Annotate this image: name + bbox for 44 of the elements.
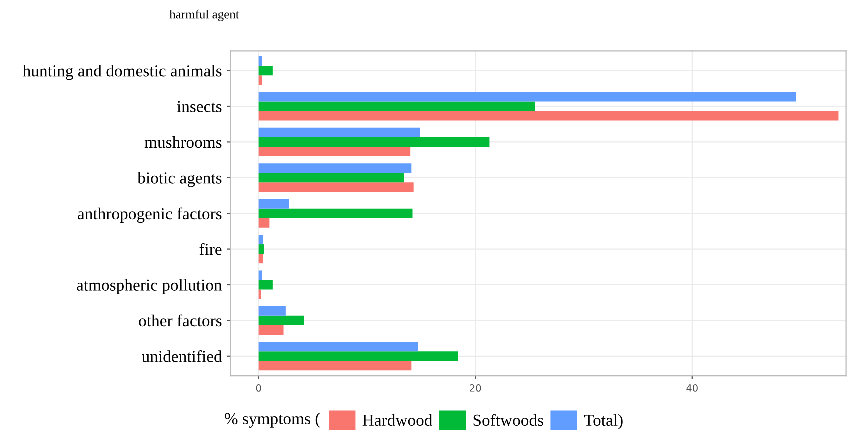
bar bbox=[258, 342, 418, 352]
bar bbox=[258, 306, 286, 316]
bar bbox=[258, 325, 284, 335]
legend-label: Hardwood bbox=[362, 414, 433, 426]
bar bbox=[258, 199, 290, 209]
y-tick-label: anthropogenic factors bbox=[78, 208, 222, 224]
bar bbox=[258, 66, 273, 76]
chart-title: harmful agent bbox=[170, 10, 240, 22]
y-tick-label: insects bbox=[177, 101, 222, 112]
bar bbox=[258, 173, 404, 183]
bar bbox=[258, 290, 262, 300]
bar bbox=[258, 218, 270, 228]
legend-label: Total) bbox=[584, 414, 623, 430]
bar bbox=[258, 56, 262, 66]
y-tick-label: fire bbox=[200, 243, 222, 256]
y-tick-label: unidentified bbox=[142, 350, 222, 362]
bar bbox=[258, 111, 839, 121]
bar bbox=[258, 235, 264, 245]
y-tick-label: hunting and domestic animals bbox=[22, 65, 222, 80]
bar bbox=[258, 270, 262, 280]
x-tick-label: 40 bbox=[686, 384, 698, 392]
y-tick-label: atmospheric pollution bbox=[77, 279, 222, 294]
x-tick-label: 20 bbox=[470, 384, 482, 392]
bar bbox=[258, 352, 458, 362]
bar bbox=[258, 102, 536, 112]
bar bbox=[258, 254, 264, 264]
legend-label: Softwoods bbox=[474, 414, 544, 426]
bar bbox=[258, 182, 414, 192]
bar bbox=[258, 128, 420, 138]
bar bbox=[258, 316, 304, 326]
bar bbox=[258, 137, 490, 147]
bar bbox=[258, 280, 273, 290]
bar bbox=[258, 164, 412, 174]
x-tick-label: 0 bbox=[256, 384, 262, 392]
bar bbox=[258, 208, 413, 218]
bar bbox=[258, 146, 411, 156]
y-tick-label: mushrooms bbox=[144, 136, 222, 148]
bar bbox=[258, 76, 262, 86]
y-tick-label: other factors bbox=[139, 314, 222, 327]
bar bbox=[258, 244, 264, 254]
bar bbox=[258, 92, 796, 102]
legend-title: % symptoms ( bbox=[224, 412, 320, 428]
bar bbox=[258, 361, 412, 371]
y-tick-label: biotic agents bbox=[138, 172, 222, 188]
